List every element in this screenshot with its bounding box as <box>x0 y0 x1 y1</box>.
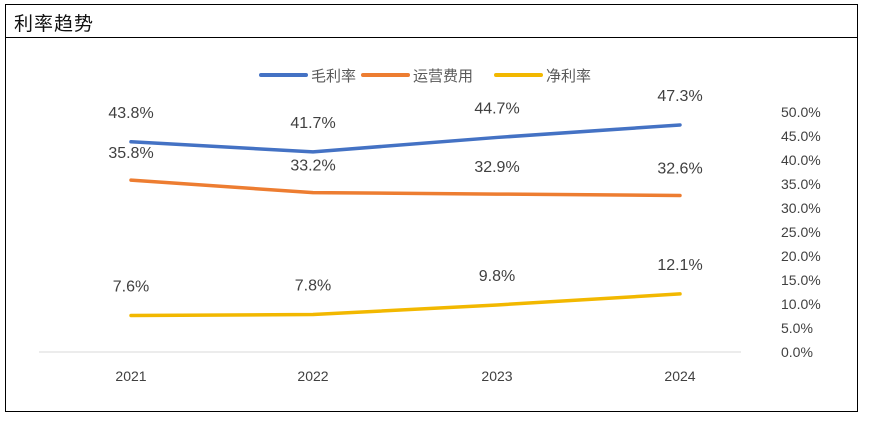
x-tick-label: 2022 <box>297 368 328 384</box>
data-label: 7.6% <box>113 279 149 296</box>
data-label: 47.3% <box>657 88 702 105</box>
y-tick-label: 45.0% <box>781 128 821 144</box>
data-label: 12.1% <box>657 257 702 274</box>
legend-label: 净利率 <box>546 68 591 85</box>
chart-frame: 利率趋势 0.0% 5.0% 10.0% 15.0% 20.0% 25.0% 30.0% 35… <box>5 4 858 412</box>
series-line <box>129 178 682 198</box>
data-label: 9.8% <box>479 268 515 285</box>
data-label: 32.9% <box>474 159 519 176</box>
data-label: 41.7% <box>290 115 335 132</box>
y-tick-label: 25.0% <box>781 224 821 240</box>
chart-header: 利率趋势 <box>6 5 857 38</box>
legend-label: 毛利率 <box>311 68 356 85</box>
y-tick-label: 50.0% <box>781 104 821 120</box>
y-tick-label: 20.0% <box>781 248 821 264</box>
data-label: 44.7% <box>474 100 519 117</box>
y-tick-label: 0.0% <box>781 344 813 360</box>
y-tick-label: 10.0% <box>781 296 821 312</box>
data-label: 35.8% <box>108 145 153 162</box>
y-tick-label: 35.0% <box>781 176 821 192</box>
data-label: 43.8% <box>108 105 153 122</box>
y-tick-label: 30.0% <box>781 200 821 216</box>
y-tick-label: 15.0% <box>781 272 821 288</box>
data-label: 33.2% <box>290 158 335 175</box>
chart-title: 利率趋势 <box>14 13 95 35</box>
x-tick-label: 2024 <box>664 368 695 384</box>
legend-label: 运营费用 <box>413 68 473 85</box>
series-line <box>129 123 682 154</box>
data-label: 32.6% <box>657 161 702 178</box>
y-tick-label: 5.0% <box>781 320 813 336</box>
series-line <box>129 292 682 318</box>
line-chart: 0.0% 5.0% 10.0% 15.0% 20.0% 25.0% 30.0% 35.0% 40… <box>39 68 821 384</box>
x-tick-label: 2023 <box>481 368 512 384</box>
x-tick-label: 2021 <box>115 368 146 384</box>
data-label: 7.8% <box>295 278 331 295</box>
y-tick-label: 40.0% <box>781 152 821 168</box>
